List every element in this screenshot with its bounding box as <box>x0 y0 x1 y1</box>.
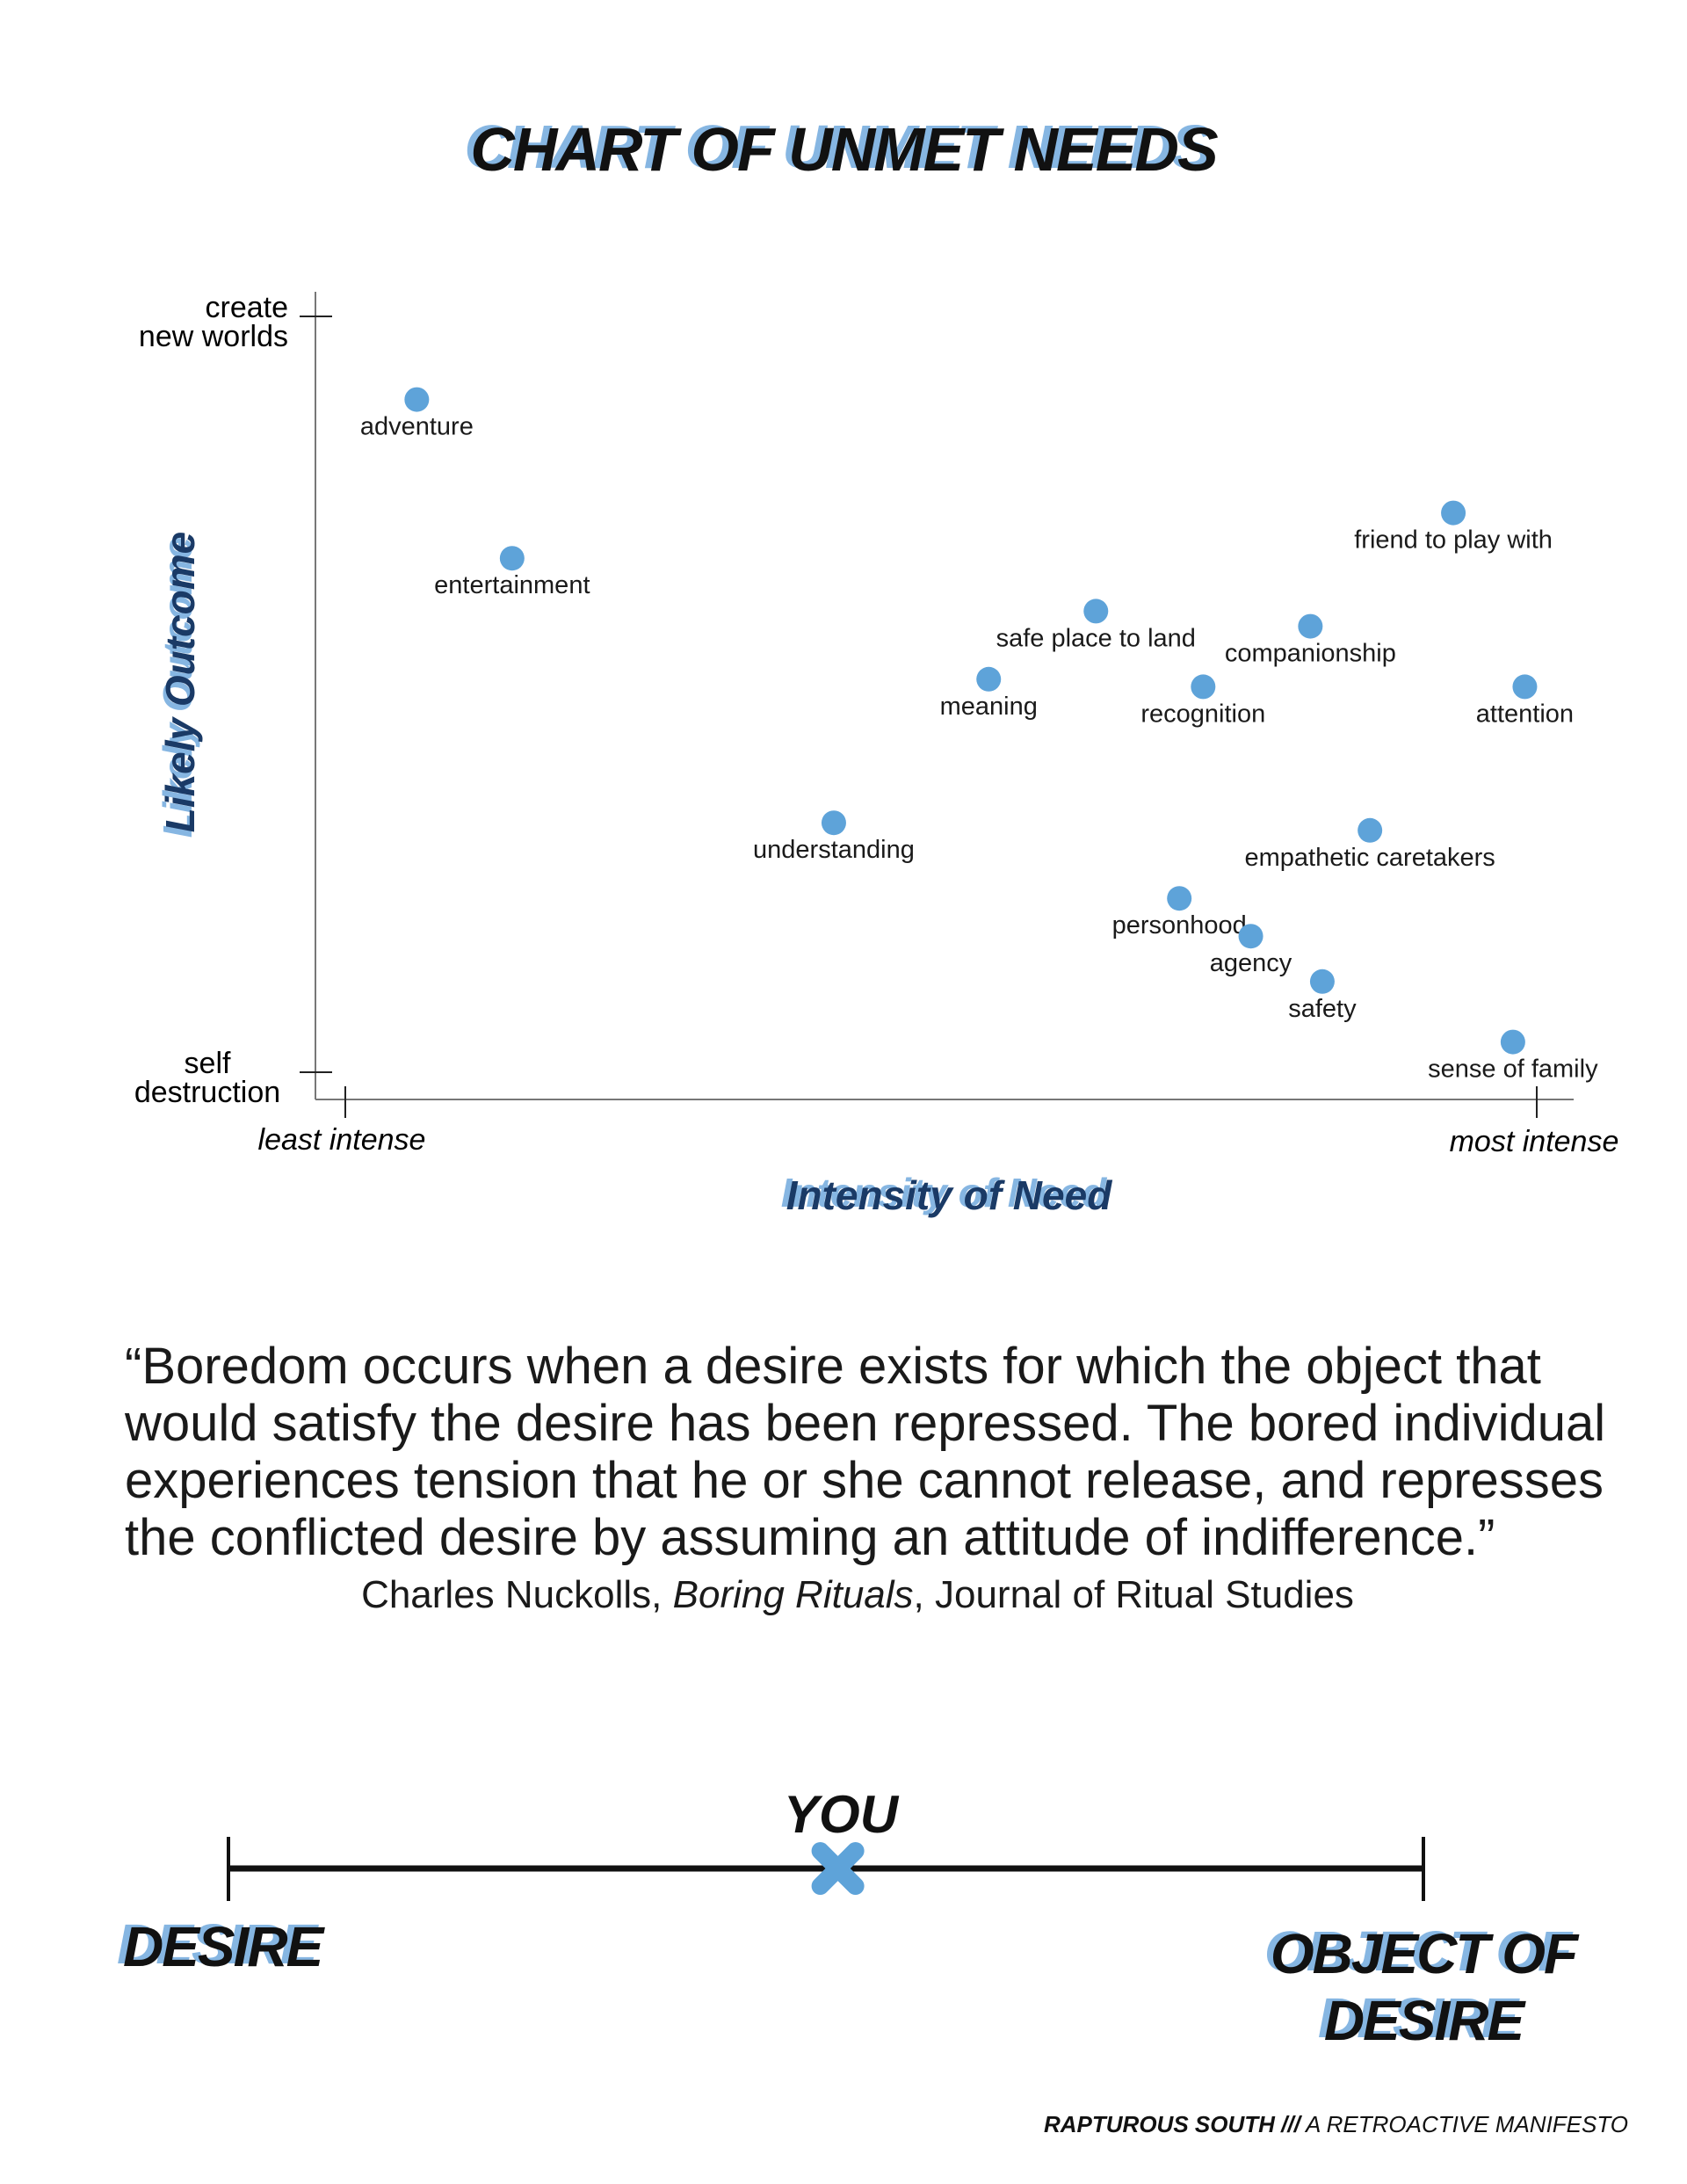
data-point <box>976 666 1002 692</box>
data-point-label: friend to play with <box>1354 526 1553 555</box>
data-point <box>499 546 525 571</box>
y-tick-label-top-line2: new worlds <box>139 320 288 353</box>
y-tick-label-bottom-line2: destruction <box>134 1076 280 1109</box>
data-point <box>1191 674 1216 700</box>
data-point-label: understanding <box>753 836 915 864</box>
y-axis-title: Likely Outcome <box>157 531 203 833</box>
data-point-label: safety <box>1288 995 1357 1023</box>
data-point <box>1512 674 1538 700</box>
data-point-label: companionship <box>1225 640 1396 668</box>
data-point <box>1500 1029 1525 1055</box>
data-point <box>404 387 430 412</box>
data-point-label: sense of family <box>1428 1056 1598 1084</box>
data-point-label: entertainment <box>434 571 590 599</box>
quote-text: “Boredom occurs when a desire exists for… <box>125 1338 1606 1566</box>
footer: RAPTUROUS SOUTH /// A RETROACTIVE MANIFE… <box>1044 2111 1628 2138</box>
data-points: adventure entertainment safe place to land… <box>360 387 1598 1084</box>
x-axis-title: Intensity of Need <box>786 1172 1112 1218</box>
data-point <box>821 810 846 836</box>
footer-brand: RAPTUROUS SOUTH /// <box>1044 2111 1300 2137</box>
data-point-label: empathetic caretakers <box>1245 844 1495 872</box>
you-label: YOU <box>784 1785 899 1844</box>
quote-work: Boring Rituals <box>672 1573 914 1616</box>
desire-label: DESIRE <box>123 1915 323 1978</box>
data-point <box>1238 924 1263 949</box>
data-point <box>1441 500 1466 526</box>
chart-title: CHART OF UNMET NEEDS <box>470 115 1218 184</box>
data-point-label: recognition <box>1140 700 1265 728</box>
y-tick-label-top-line1: create <box>206 291 289 324</box>
data-point <box>1358 817 1383 843</box>
data-point <box>1298 613 1323 639</box>
quote-source: , Journal of Ritual Studies <box>913 1573 1354 1616</box>
y-tick-label-bottom-line1: self <box>185 1047 231 1080</box>
data-point-label: safe place to land <box>996 624 1196 652</box>
x-tick-label-most: most intense <box>1450 1125 1619 1158</box>
data-point <box>1309 969 1335 994</box>
object-of-label: OBJECT OF <box>1270 1922 1578 1985</box>
x-mark-icon <box>811 1842 865 1895</box>
quote-block: “Boredom occurs when a desire exists for… <box>125 1338 1618 1617</box>
data-point-label: adventure <box>360 413 474 441</box>
data-point-label: agency <box>1210 949 1292 977</box>
data-point-label: attention <box>1476 700 1574 728</box>
desire-scale <box>227 1837 1425 1901</box>
footer-subtitle: A RETROACTIVE MANIFESTO <box>1300 2111 1628 2137</box>
data-point <box>1167 886 1192 911</box>
quote-author: Charles Nuckolls, <box>361 1573 673 1616</box>
object-desire-label: DESIRE <box>1323 1989 1524 2052</box>
quote-attribution: Charles Nuckolls, Boring Rituals, Journa… <box>0 1573 1687 1617</box>
data-point <box>1083 599 1109 624</box>
data-point-label: personhood <box>1112 911 1247 940</box>
data-point-label: meaning <box>940 693 1038 721</box>
scatter-chart: create new worlds self destruction least… <box>134 291 1619 1158</box>
x-tick-label-least: least intense <box>258 1123 426 1157</box>
